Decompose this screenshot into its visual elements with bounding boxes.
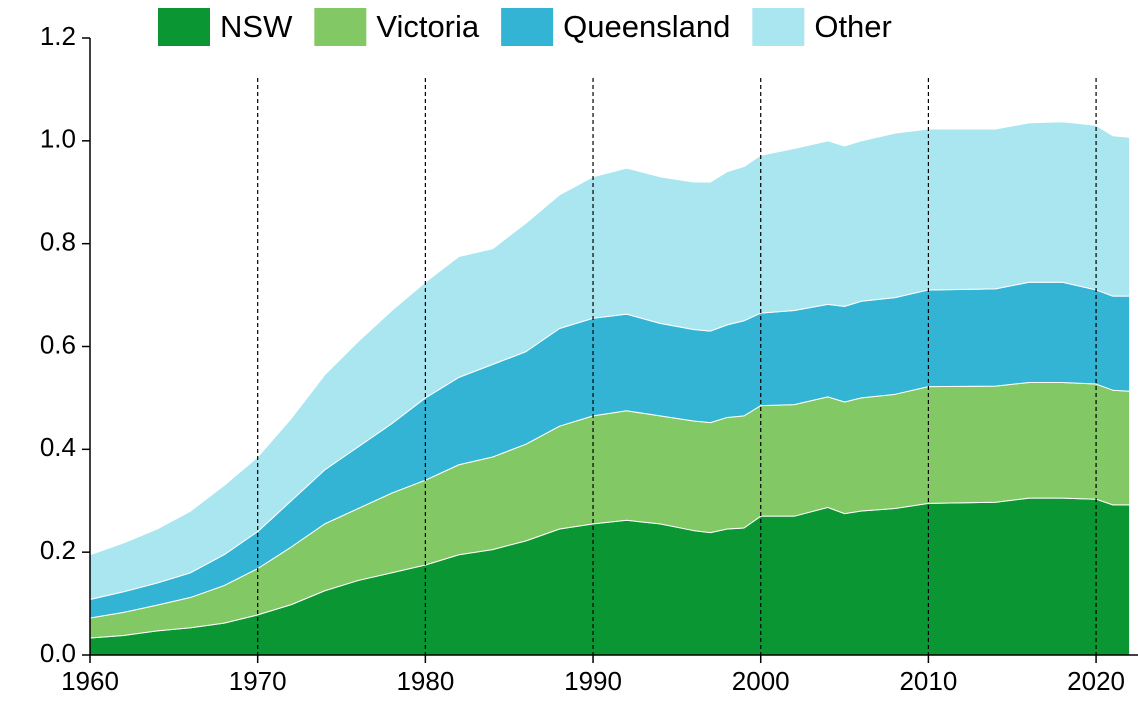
y-tick-label: 0.8 <box>40 227 76 257</box>
y-tick-label: 0.4 <box>40 432 76 462</box>
y-tick-label: 0.0 <box>40 638 76 668</box>
area <box>89 121 1131 600</box>
x-tick-label: 2000 <box>732 666 790 696</box>
legend-label: Other <box>814 9 892 44</box>
x-tick-label: 2010 <box>899 666 957 696</box>
x-tick-label: 1980 <box>396 666 454 696</box>
x-tick-label: 1990 <box>564 666 622 696</box>
x-tick-label: 1960 <box>61 666 119 696</box>
y-tick-label: 1.0 <box>40 124 76 154</box>
legend-swatch <box>158 8 210 46</box>
y-tick-label: 0.6 <box>40 329 76 359</box>
x-tick-label: 1970 <box>229 666 287 696</box>
legend: NSW Victoria Queensland Other <box>158 8 892 46</box>
legend-swatch <box>314 8 367 46</box>
legend-swatch <box>752 8 805 46</box>
y-tick-label: 0.2 <box>40 535 76 565</box>
x-tick-label: 2020 <box>1067 666 1125 696</box>
legend-label: Victoria <box>376 9 480 44</box>
legend-label: Queensland <box>563 9 730 44</box>
y-tick-label: 1.2 <box>40 21 76 51</box>
legend-label: NSW <box>220 9 293 44</box>
legend-swatch <box>501 8 554 46</box>
